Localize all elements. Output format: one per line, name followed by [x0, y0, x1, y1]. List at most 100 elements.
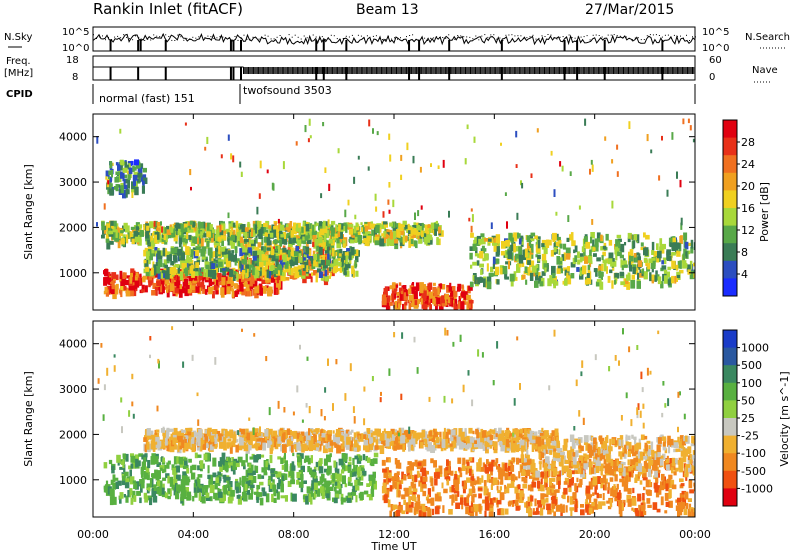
heatmap-cell — [198, 224, 202, 230]
heatmap-cell — [280, 234, 285, 238]
noise-search-dot — [514, 35, 516, 37]
heatmap-cell — [484, 253, 489, 261]
heatmap-cell — [190, 465, 193, 474]
heatmap-cell — [371, 476, 376, 484]
heatmap-cell — [359, 465, 363, 469]
heatmap-cell — [403, 292, 409, 301]
heatmap-cell — [199, 272, 203, 276]
heatmap-cell — [142, 275, 148, 280]
heatmap-cell — [243, 239, 249, 243]
heatmap-cell — [417, 236, 420, 240]
heatmap-cell — [197, 474, 203, 478]
heatmap-cell — [446, 287, 451, 293]
heatmap-cell — [183, 278, 187, 287]
heatmap-cell — [366, 494, 372, 498]
heatmap-cell — [584, 256, 588, 264]
heatmap-cell — [246, 268, 249, 277]
heatmap-cell — [392, 199, 395, 208]
noise-search-dot — [680, 35, 681, 37]
heatmap-cell — [389, 285, 394, 290]
heatmap-cell — [410, 239, 414, 244]
noise-search-dot — [354, 39, 356, 41]
heatmap-cell — [137, 177, 142, 183]
heatmap-cell — [502, 265, 508, 275]
heatmap-cell — [693, 263, 695, 267]
heatmap-cell — [396, 303, 401, 310]
noise-search-dot — [363, 37, 365, 39]
noise-search-dot — [463, 36, 465, 38]
heatmap-cell — [108, 277, 111, 282]
heatmap-cell — [357, 474, 361, 478]
heatmap-cell — [282, 272, 285, 277]
power-colorbar-label: Power [dB] — [758, 182, 771, 242]
heatmap-cell — [326, 240, 331, 247]
heatmap-cell — [690, 246, 694, 254]
heatmap-cell — [695, 279, 700, 286]
heatmap-cell — [228, 493, 234, 501]
heatmap-cell — [225, 258, 229, 267]
heatmap-cell — [126, 234, 129, 244]
heatmap-cell — [340, 261, 344, 267]
heatmap-cell — [276, 274, 280, 280]
heatmap-cell — [367, 166, 370, 171]
heatmap-cell — [314, 443, 320, 448]
heatmap-cell — [360, 227, 363, 233]
heatmap-cell — [419, 226, 423, 232]
heatmap-cell — [244, 227, 249, 232]
heatmap-cell — [355, 485, 360, 491]
heatmap-cell — [580, 266, 583, 271]
heatmap-cell — [374, 193, 377, 201]
heatmap-cell — [211, 263, 216, 269]
heatmap-cell — [248, 264, 254, 268]
heatmap-cell — [664, 275, 668, 284]
heatmap-cell — [373, 452, 379, 458]
noise-search-dot — [294, 34, 296, 36]
heatmap-cell — [167, 488, 171, 495]
heatmap-cell — [298, 481, 304, 488]
heatmap-cell — [424, 233, 427, 237]
heatmap-cell — [160, 221, 162, 226]
heatmap-cell — [362, 454, 366, 461]
heatmap-cell — [208, 474, 214, 484]
heatmap-cell — [632, 266, 636, 274]
heatmap-cell — [464, 158, 467, 165]
heatmap-cell — [112, 290, 117, 300]
heatmap-cell — [626, 281, 630, 290]
heatmap-cell — [217, 471, 222, 476]
heatmap-cell — [164, 492, 169, 499]
heatmap-cell — [348, 456, 352, 462]
heatmap-cell — [541, 253, 547, 262]
heatmap-cell — [173, 479, 178, 485]
heatmap-cell — [255, 227, 260, 235]
heatmap-cell — [408, 445, 411, 452]
heatmap-cell — [275, 270, 281, 276]
heatmap-cell — [154, 247, 158, 251]
heatmap-cell — [192, 280, 197, 284]
heatmap-cell — [273, 440, 278, 448]
heatmap-cell — [212, 436, 216, 443]
heatmap-cell — [145, 231, 150, 239]
heatmap-cell — [354, 260, 357, 269]
noise-search-dot — [568, 34, 570, 36]
heatmap-cell — [679, 236, 683, 244]
heatmap-cell — [279, 224, 284, 231]
heatmap-cell — [526, 242, 532, 251]
heatmap-cell — [375, 206, 378, 212]
heatmap-cell — [273, 470, 278, 474]
heatmap-cell — [543, 263, 548, 270]
heatmap-cell — [234, 234, 238, 243]
heatmap-cell — [390, 440, 394, 446]
heatmap-cell — [273, 239, 278, 244]
heatmap-cell — [120, 461, 124, 465]
heatmap-cell — [331, 247, 335, 257]
heatmap-cell — [252, 266, 255, 276]
heatmap-cell — [284, 464, 289, 472]
heatmap-cell — [281, 236, 284, 245]
noise-tick-left-bottom: 10^0 — [62, 43, 89, 54]
noise-search-dot — [526, 37, 528, 39]
heatmap-cell — [367, 457, 371, 463]
heatmap-cell — [400, 174, 403, 180]
heatmap-cell — [537, 256, 541, 262]
noise-search-dot — [198, 36, 200, 38]
heatmap-cell — [417, 210, 420, 217]
